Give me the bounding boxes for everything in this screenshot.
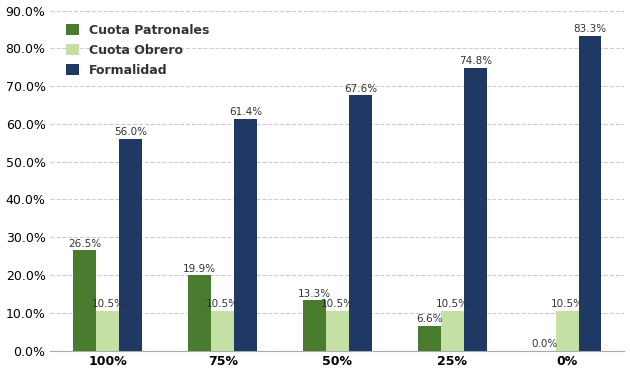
Text: 10.5%: 10.5% (436, 300, 469, 309)
Bar (211, 311, 234, 350)
Bar (303, 300, 326, 350)
Text: 83.3%: 83.3% (573, 24, 607, 34)
Text: 0.0%: 0.0% (531, 339, 557, 349)
Text: 10.5%: 10.5% (551, 300, 583, 309)
Text: 19.9%: 19.9% (183, 264, 216, 274)
Text: 6.6%: 6.6% (416, 314, 442, 324)
Text: 10.5%: 10.5% (91, 300, 124, 309)
Bar (119, 139, 142, 350)
Bar (326, 311, 349, 350)
Bar (73, 251, 96, 350)
Bar (464, 68, 487, 350)
Text: 10.5%: 10.5% (206, 300, 239, 309)
Text: 13.3%: 13.3% (298, 289, 331, 299)
Bar (188, 275, 211, 350)
Bar (578, 36, 602, 350)
Text: 61.4%: 61.4% (229, 107, 262, 117)
Legend: Cuota Patronales, Cuota Obrero, Formalidad: Cuota Patronales, Cuota Obrero, Formalid… (62, 20, 213, 80)
Bar (234, 119, 257, 350)
Bar (441, 311, 464, 350)
Text: 74.8%: 74.8% (459, 56, 492, 67)
Bar (418, 326, 441, 350)
Bar (96, 311, 119, 350)
Bar (556, 311, 578, 350)
Text: 56.0%: 56.0% (114, 128, 147, 138)
Text: 26.5%: 26.5% (68, 239, 101, 249)
Text: 67.6%: 67.6% (344, 84, 377, 94)
Bar (349, 95, 372, 350)
Text: 10.5%: 10.5% (321, 300, 354, 309)
